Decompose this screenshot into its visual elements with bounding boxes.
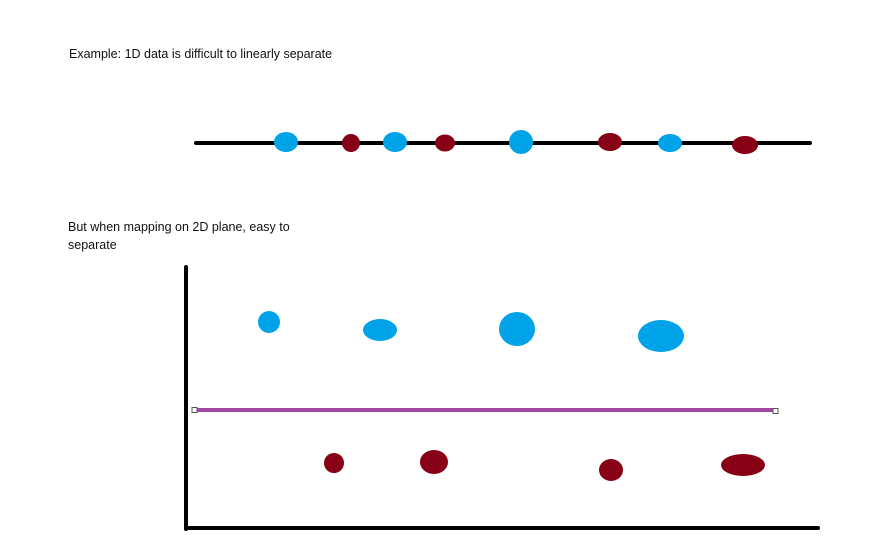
one-d-points	[274, 130, 758, 154]
caption-2d: But when mapping on 2D plane, easy to se…	[68, 220, 290, 252]
one-d-point-blue	[509, 130, 533, 154]
two-d-points	[258, 311, 765, 481]
two-d-point-blue	[638, 320, 684, 352]
caption-1d: Example: 1D data is difficult to linearl…	[69, 47, 333, 61]
separator-handle-right	[772, 408, 779, 414]
one-d-point-red	[598, 133, 622, 151]
one-d-point-blue	[274, 132, 298, 152]
one-d-point-red	[435, 134, 455, 152]
one-d-point-red	[732, 136, 758, 154]
two-d-point-red	[599, 459, 623, 481]
one-d-point-blue	[383, 132, 407, 152]
two-d-point-blue	[258, 311, 280, 333]
two-d-point-blue	[363, 319, 397, 341]
two-d-point-red	[721, 454, 765, 476]
separator-handle-left	[191, 407, 198, 413]
one-d-point-blue	[658, 134, 682, 152]
two-d-point-red	[324, 453, 344, 473]
two-d-point-red	[420, 450, 448, 474]
two-d-point-blue	[499, 312, 535, 346]
one-d-point-red	[342, 134, 360, 152]
